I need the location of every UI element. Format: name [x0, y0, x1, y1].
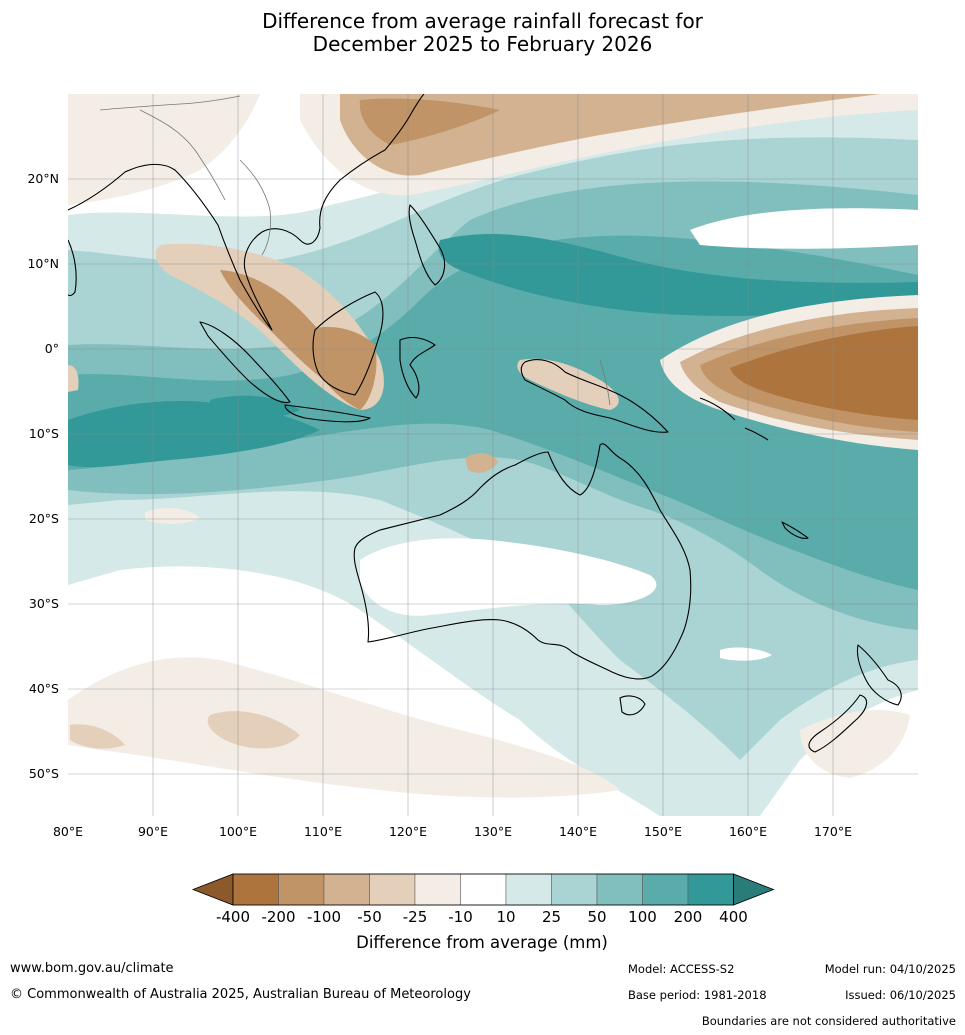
coastline-java [284, 404, 371, 423]
anomaly-dry-west-edge [68, 365, 79, 392]
coastline-new-guinea [520, 359, 669, 433]
colorbar-bin [232, 873, 279, 906]
anomaly-dry-north-50-100 [359, 98, 500, 145]
lon-label: 110°E [304, 824, 342, 839]
coastline-sulawesi [399, 336, 436, 399]
model-text: Model: ACCESS-S2 [628, 962, 735, 976]
lon-label: 150°E [644, 824, 682, 839]
coastline-tasmania [619, 695, 646, 716]
lon-label: 140°E [559, 824, 597, 839]
lat-labels: 20°N 10°N 0° 10°S 20°S 30°S 40°S 50°S [27, 171, 59, 781]
colorbar-bin [278, 873, 325, 906]
issued-text: Issued: 06/10/2025 [845, 988, 956, 1002]
coastline-sumatra [199, 321, 291, 404]
colorbar-tick-label: 200 [674, 908, 703, 926]
colorbar-tick-label: -200 [261, 908, 295, 926]
lat-label: 20°S [29, 511, 59, 526]
website-link[interactable]: www.bom.gov.au/climate [10, 961, 174, 976]
colorbar-title: Difference from average (mm) [356, 933, 608, 952]
coastlines [68, 94, 902, 753]
colorbar-bin [414, 873, 461, 906]
colorbar-bin [323, 873, 370, 906]
colorbar-tick-label: 10 [496, 908, 515, 926]
anomaly-dry-borneo [310, 326, 377, 410]
anomaly-dry-southern-ocean-25b [70, 724, 125, 749]
colorbar-tick-label: -50 [357, 908, 382, 926]
coastline-solomon [699, 397, 769, 441]
colorbar: -400 -200 -100 -50 -25 -10 10 25 50 100 200 400 Diff… [191, 873, 775, 952]
title-line-2: December 2025 to February 2026 [312, 32, 653, 56]
anomaly-dry-pacific-100 [730, 326, 918, 420]
lat-label: 10°S [29, 426, 59, 441]
colorbar-bin [369, 873, 416, 906]
coastline-new-caledonia [781, 521, 809, 539]
colorbar-bin [505, 873, 552, 906]
colorbar-bin [687, 873, 734, 906]
disclaimer-text: Boundaries are not considered authoritat… [701, 1014, 956, 1028]
anomaly-dry-southern-ocean [68, 657, 620, 798]
base-period-text: Base period: 1981-2018 [628, 988, 767, 1002]
colorbar-bin [596, 873, 643, 906]
lat-label: 50°S [29, 766, 59, 781]
coastline-borneo [312, 291, 384, 396]
map-title: Difference from average rainfall forecas… [0, 10, 965, 56]
coastline-philippines [408, 204, 446, 286]
title-line-1: Difference from average rainfall forecas… [262, 9, 703, 33]
lon-label: 120°E [389, 824, 427, 839]
lon-label: 160°E [729, 824, 767, 839]
colorbar-bin [551, 873, 598, 906]
anomaly-dry-southern-ocean-25 [207, 711, 300, 749]
lat-label: 20°N [27, 171, 59, 186]
anomaly-dry-northwest [68, 94, 260, 205]
lat-label: 10°N [27, 256, 59, 271]
model-run-text: Model run: 04/10/2025 [824, 962, 956, 976]
coastline-new-zealand-north [856, 644, 902, 706]
lon-labels: 80°E 90°E 100°E 110°E 120°E 130°E 140°E 150°E 16… [53, 824, 852, 839]
anomaly-neutral-pacific [690, 208, 918, 249]
coastline-asia-mainland [68, 94, 425, 331]
lon-label: 170°E [814, 824, 852, 839]
coastline-new-zealand-south [808, 694, 868, 753]
colorbar-tick-label: -400 [216, 908, 250, 926]
anomaly-dry-indian-ocean [145, 508, 200, 524]
colorbar-frame [232, 873, 734, 906]
lon-label: 80°E [53, 824, 83, 839]
colorbar-extend-low [191, 873, 234, 906]
map-panel [68, 94, 918, 816]
anomaly-neutral-australia [360, 538, 657, 616]
lon-label: 130°E [474, 824, 512, 839]
colorbar-tick-label: 50 [587, 908, 606, 926]
colorbar-extend-high [733, 873, 775, 906]
colorbar-bin [642, 873, 689, 906]
colorbar-tick-label: 100 [628, 908, 657, 926]
colorbar-tick-label: -100 [307, 908, 341, 926]
anomaly-neutral-tasman [720, 647, 772, 661]
colorbar-tick-label: -25 [403, 908, 428, 926]
coastline-india [68, 239, 77, 297]
anomaly-dry-timor [465, 453, 498, 473]
lon-label: 90°E [138, 824, 168, 839]
anomaly-200-400-wet-pacific [438, 233, 918, 316]
colorbar-bin [460, 873, 507, 906]
colorbar-tick-label: 25 [542, 908, 561, 926]
lon-label: 100°E [219, 824, 257, 839]
country-borders [99, 95, 611, 406]
anomaly-dry-new-guinea [517, 358, 619, 410]
colorbar-tick-label: 400 [719, 908, 748, 926]
lat-label: 40°S [29, 681, 59, 696]
anomaly-200-400-wet-west-2 [210, 395, 300, 420]
lat-label: 30°S [29, 596, 59, 611]
colorbar-tick-label: -10 [448, 908, 473, 926]
graticule [68, 94, 918, 816]
lat-label: 0° [45, 341, 59, 356]
copyright-text: © Commonwealth of Australia 2025, Austra… [10, 987, 471, 1002]
coastline-australia [353, 443, 692, 680]
